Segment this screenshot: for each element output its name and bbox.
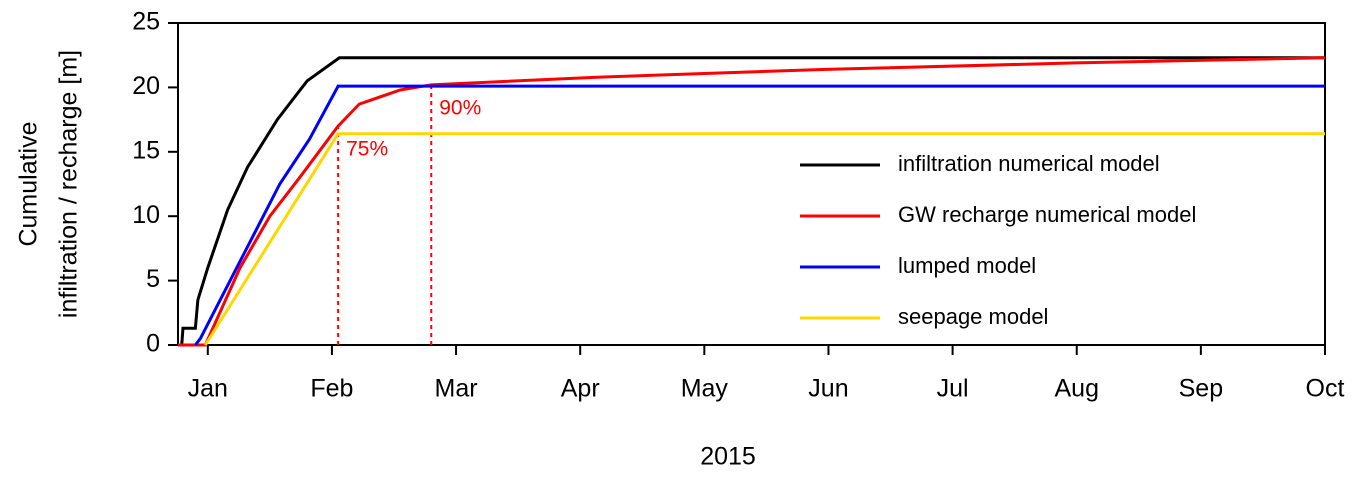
series-line bbox=[204, 132, 1325, 346]
annotation-label: 75% bbox=[346, 138, 388, 161]
x-tick-label: Oct bbox=[1306, 375, 1345, 403]
legend-label: infiltration numerical model bbox=[898, 151, 1160, 176]
x-tick-label: Jun bbox=[808, 375, 848, 403]
legend-label: lumped model bbox=[898, 253, 1036, 278]
y-tick-label: 10 bbox=[132, 201, 160, 229]
y-tick-label: 5 bbox=[146, 265, 160, 293]
x-tick-label: Sep bbox=[1179, 375, 1223, 403]
series-line bbox=[178, 56, 1326, 347]
legend-label: seepage model bbox=[898, 304, 1048, 329]
y-tick-label: 15 bbox=[132, 136, 160, 164]
x-tick-label: Jul bbox=[937, 375, 969, 403]
series-line bbox=[194, 84, 1325, 346]
x-tick-label: May bbox=[681, 375, 729, 403]
y-tick-label: 0 bbox=[146, 330, 160, 358]
annotation-label: 90% bbox=[439, 96, 481, 119]
y-tick-label: 25 bbox=[132, 8, 160, 36]
x-tick-label: Mar bbox=[435, 375, 478, 403]
x-tick-label: Jan bbox=[188, 375, 228, 403]
series-line bbox=[180, 56, 1325, 346]
plot-frame bbox=[177, 22, 1326, 346]
y-axis-label: Cumulative bbox=[15, 121, 43, 246]
x-axis-label: 2015 bbox=[700, 443, 756, 471]
x-tick-label: Aug bbox=[1054, 375, 1098, 403]
x-tick-label: Feb bbox=[310, 375, 353, 403]
legend-label: GW recharge numerical model bbox=[898, 202, 1196, 227]
y-tick-label: 20 bbox=[132, 72, 160, 100]
y-axis-label: infiltration / recharge [m] bbox=[55, 50, 83, 318]
x-tick-label: Apr bbox=[561, 375, 600, 403]
